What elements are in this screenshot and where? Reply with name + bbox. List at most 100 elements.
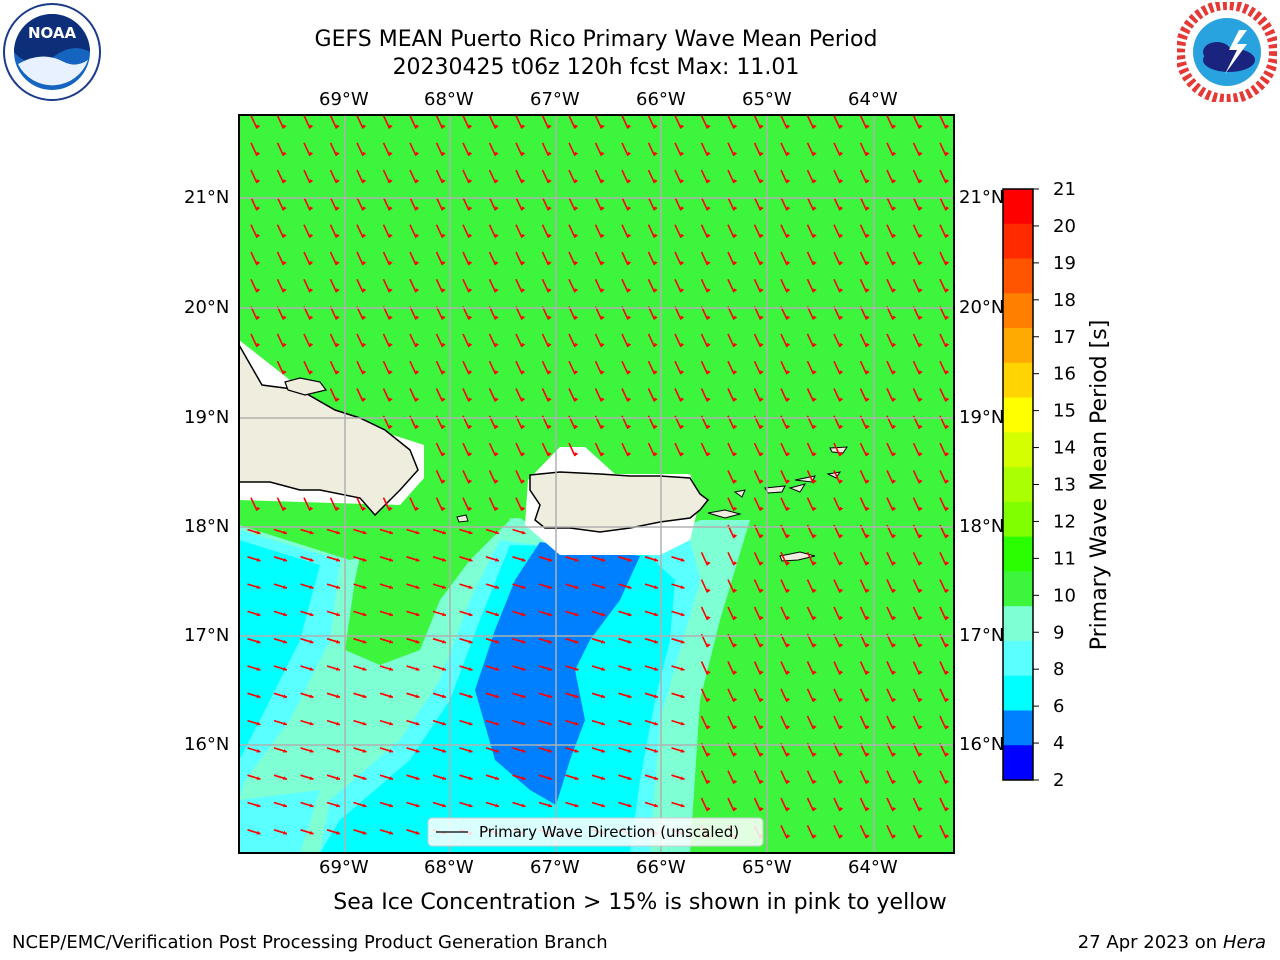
wave-vector-head: [760, 288, 764, 293]
wave-vector-head: [919, 315, 923, 320]
wave-vector-head: [892, 315, 897, 320]
wave-vector-head: [892, 206, 897, 211]
wave-vector-head: [283, 776, 287, 781]
wave-vector: [409, 333, 417, 348]
wave-vector: [886, 169, 894, 184]
wave-vector: [753, 661, 762, 675]
wave-vector: [462, 388, 470, 402]
wave-vector-head: [680, 667, 685, 671]
wave-vector-head: [362, 749, 367, 753]
wave-vector-head: [389, 639, 393, 644]
wave-vector: [647, 115, 656, 129]
wave-vector: [939, 797, 947, 812]
wave-vector: [727, 169, 735, 184]
wave-vector: [912, 333, 921, 348]
wave-vector-head: [945, 151, 950, 156]
wave-vector-head: [839, 452, 844, 457]
wave-vector-head: [309, 557, 314, 562]
wave-vector-head: [442, 397, 446, 402]
wave-vector-head: [813, 779, 817, 784]
wave-vector-head: [707, 233, 711, 238]
wave-vector-head: [654, 803, 658, 808]
wave-vector: [568, 388, 576, 402]
wave-vector-head: [521, 452, 526, 457]
wave-vector-head: [786, 588, 791, 593]
wave-vector: [859, 661, 868, 675]
wave-vector-head: [336, 830, 340, 835]
wave-vector-head: [733, 452, 738, 457]
wave-vector-head: [601, 233, 605, 238]
wave-vector-head: [283, 530, 287, 535]
wave-vector-head: [813, 233, 817, 238]
wave-vector-head: [760, 261, 764, 265]
wave-vector: [780, 824, 788, 839]
wave-vector-head: [839, 397, 844, 402]
wave-vector-head: [707, 697, 711, 702]
wave-vector: [700, 797, 709, 812]
wave-vector: [409, 251, 417, 266]
wave-vector-head: [654, 261, 658, 265]
wave-vector: [674, 306, 682, 320]
wave-vector: [329, 388, 338, 402]
wave-vector: [753, 797, 762, 812]
wave-vector-head: [309, 261, 314, 265]
wave-vector-head: [733, 124, 738, 129]
wave-vector: [382, 142, 391, 157]
wave-vector-head: [336, 151, 340, 156]
wave-vector-head: [362, 151, 367, 156]
wave-vector: [780, 251, 788, 266]
wave-vector-head: [627, 342, 632, 347]
wave-vector: [912, 251, 921, 266]
wave-vector-head: [256, 530, 261, 535]
wave-vector-head: [283, 612, 287, 617]
wave-vector-head: [892, 807, 897, 811]
wave-vector-head: [389, 721, 393, 726]
wave-vector-head: [707, 615, 711, 620]
lat-label-right-21n: 21°N: [959, 187, 1005, 208]
wave-vector-head: [336, 342, 340, 347]
wave-vector-head: [786, 479, 791, 484]
wave-vector: [753, 224, 762, 239]
wave-vector-head: [892, 725, 897, 730]
wave-vector-head: [389, 233, 393, 238]
wave-vector-head: [892, 179, 897, 184]
wave-vector-head: [442, 479, 446, 484]
wave-vector: [806, 442, 815, 457]
wave-vector: [753, 115, 762, 129]
wave-vector-head: [919, 288, 923, 293]
wave-vector-head: [786, 233, 791, 238]
wave-vector-head: [548, 261, 552, 265]
wave-vector-head: [760, 752, 764, 757]
wave-vector: [462, 442, 470, 457]
wave-vector: [488, 251, 497, 266]
wave-vector: [276, 142, 285, 157]
wave-vector: [700, 606, 709, 621]
wave-vector: [515, 278, 523, 293]
wave-vector: [568, 278, 576, 293]
wave-vector: [753, 470, 762, 484]
wave-vector-head: [362, 721, 367, 726]
wave-vector: [329, 333, 338, 348]
wave-vector: [912, 797, 921, 812]
wave-vector-head: [415, 803, 420, 808]
wave-vector-head: [707, 397, 711, 402]
wave-vector: [382, 388, 391, 402]
wave-vector-head: [468, 557, 473, 562]
wave-vector: [727, 579, 735, 593]
wave-vector: [727, 688, 735, 703]
wave-vector-head: [601, 694, 605, 699]
wave-vector: [303, 333, 311, 348]
hispaniola-land: [239, 343, 419, 517]
wave-vector-head: [733, 697, 738, 702]
wave-vector-head: [362, 557, 367, 562]
wave-vector-head: [256, 206, 261, 211]
wave-vector: [541, 224, 550, 239]
wave-vector-head: [839, 179, 844, 184]
wave-vector: [356, 142, 364, 157]
wave-vector-head: [362, 206, 367, 211]
wave-vector-head: [362, 776, 367, 781]
wave-vector-head: [574, 179, 579, 184]
footer-date: 27 Apr 2023 on Hera: [1078, 932, 1266, 953]
wave-vector: [647, 388, 656, 402]
wave-vector: [674, 251, 682, 266]
